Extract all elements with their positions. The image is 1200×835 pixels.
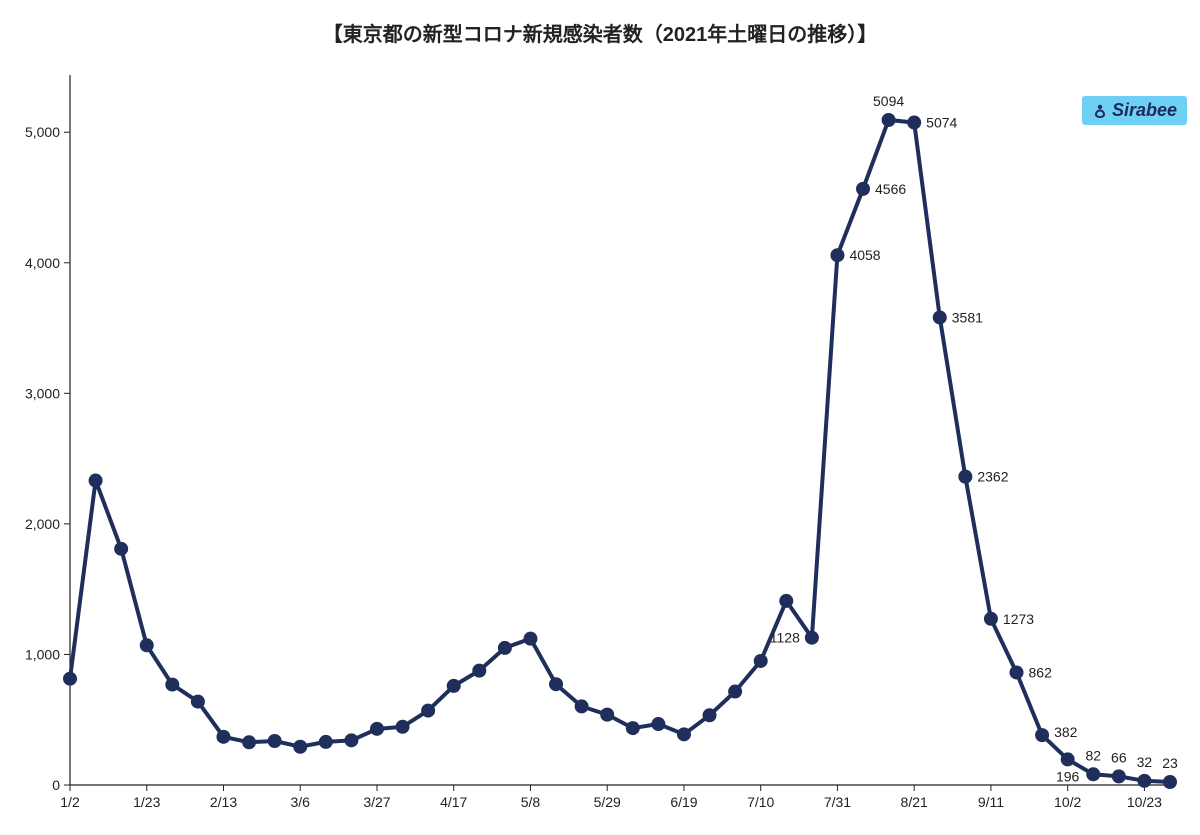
data-marker — [319, 735, 333, 749]
data-marker — [523, 632, 537, 646]
data-marker — [856, 182, 870, 196]
data-marker — [370, 722, 384, 736]
chart-plot: 0 1,000 2,000 3,000 4,000 5,000 1/2 1/23 2/13 3/6… — [0, 0, 1200, 835]
data-marker — [447, 679, 461, 693]
ytick-label: 1,000 — [25, 646, 60, 662]
data-marker — [140, 638, 154, 652]
value-label: 32 — [1137, 754, 1153, 770]
data-marker — [421, 704, 435, 718]
data-marker — [626, 721, 640, 735]
data-marker — [1137, 774, 1151, 788]
data-marker — [498, 641, 512, 655]
data-marker — [651, 717, 665, 731]
data-marker — [882, 113, 896, 127]
data-marker — [958, 470, 972, 484]
xtick-label: 3/27 — [363, 794, 390, 810]
value-label: 2362 — [977, 469, 1008, 485]
data-marker — [268, 734, 282, 748]
data-marker — [575, 699, 589, 713]
ytick-label: 4,000 — [25, 255, 60, 271]
data-marker — [805, 631, 819, 645]
data-marker — [754, 654, 768, 668]
data-marker — [293, 740, 307, 754]
xtick-label: 7/31 — [824, 794, 851, 810]
xtick-label: 2/13 — [210, 794, 237, 810]
xtick-label: 6/19 — [670, 794, 697, 810]
value-label: 82 — [1085, 747, 1101, 763]
xtick-label: 8/21 — [901, 794, 928, 810]
value-label: 5094 — [873, 93, 904, 109]
ytick-label: 3,000 — [25, 385, 60, 401]
data-marker — [1086, 767, 1100, 781]
data-marker — [779, 594, 793, 608]
data-marker — [1061, 752, 1075, 766]
value-label: 1273 — [1003, 611, 1034, 627]
data-marker — [114, 542, 128, 556]
data-marker — [549, 677, 563, 691]
value-label: 1128 — [770, 630, 800, 646]
data-marker — [191, 695, 205, 709]
value-label: 5074 — [926, 115, 957, 131]
value-label: 23 — [1162, 755, 1178, 771]
xtick-label: 7/10 — [747, 794, 774, 810]
value-label: 382 — [1054, 724, 1078, 740]
data-marker — [1010, 665, 1024, 679]
ytick-label: 0 — [52, 777, 60, 793]
data-marker — [984, 612, 998, 626]
value-label: 3581 — [952, 309, 983, 325]
data-marker — [677, 727, 691, 741]
data-marker — [703, 708, 717, 722]
value-label: 4058 — [849, 247, 880, 263]
value-label: 862 — [1029, 664, 1053, 680]
data-marker — [216, 730, 230, 744]
data-marker — [933, 310, 947, 324]
ytick-label: 5,000 — [25, 124, 60, 140]
xtick-label: 5/29 — [594, 794, 621, 810]
xtick-label: 1/23 — [133, 794, 160, 810]
xtick-label: 4/17 — [440, 794, 467, 810]
data-marker — [165, 678, 179, 692]
data-marker — [830, 248, 844, 262]
chart-container: 【東京都の新型コロナ新規感染者数（2021年土曜日の推移）】 Sirabee 0… — [0, 0, 1200, 835]
value-label: 196 — [1056, 768, 1080, 784]
data-marker — [1163, 775, 1177, 789]
data-marker — [1035, 728, 1049, 742]
data-marker — [344, 733, 358, 747]
ytick-label: 2,000 — [25, 516, 60, 532]
xtick-label: 1/2 — [60, 794, 80, 810]
data-marker — [396, 720, 410, 734]
data-marker — [472, 664, 486, 678]
xtick-label: 3/6 — [290, 794, 310, 810]
xtick-label: 9/11 — [978, 794, 1004, 810]
data-marker — [907, 116, 921, 130]
data-marker — [63, 672, 77, 686]
data-marker — [728, 685, 742, 699]
data-marker — [89, 474, 103, 488]
data-line — [70, 120, 1170, 782]
value-label: 66 — [1111, 749, 1127, 765]
xtick-label: 10/23 — [1127, 794, 1162, 810]
xtick-label: 5/8 — [521, 794, 541, 810]
data-marker — [1112, 769, 1126, 783]
data-marker — [600, 708, 614, 722]
value-label: 4566 — [875, 181, 906, 197]
data-marker — [242, 735, 256, 749]
xtick-label: 10/2 — [1054, 794, 1081, 810]
